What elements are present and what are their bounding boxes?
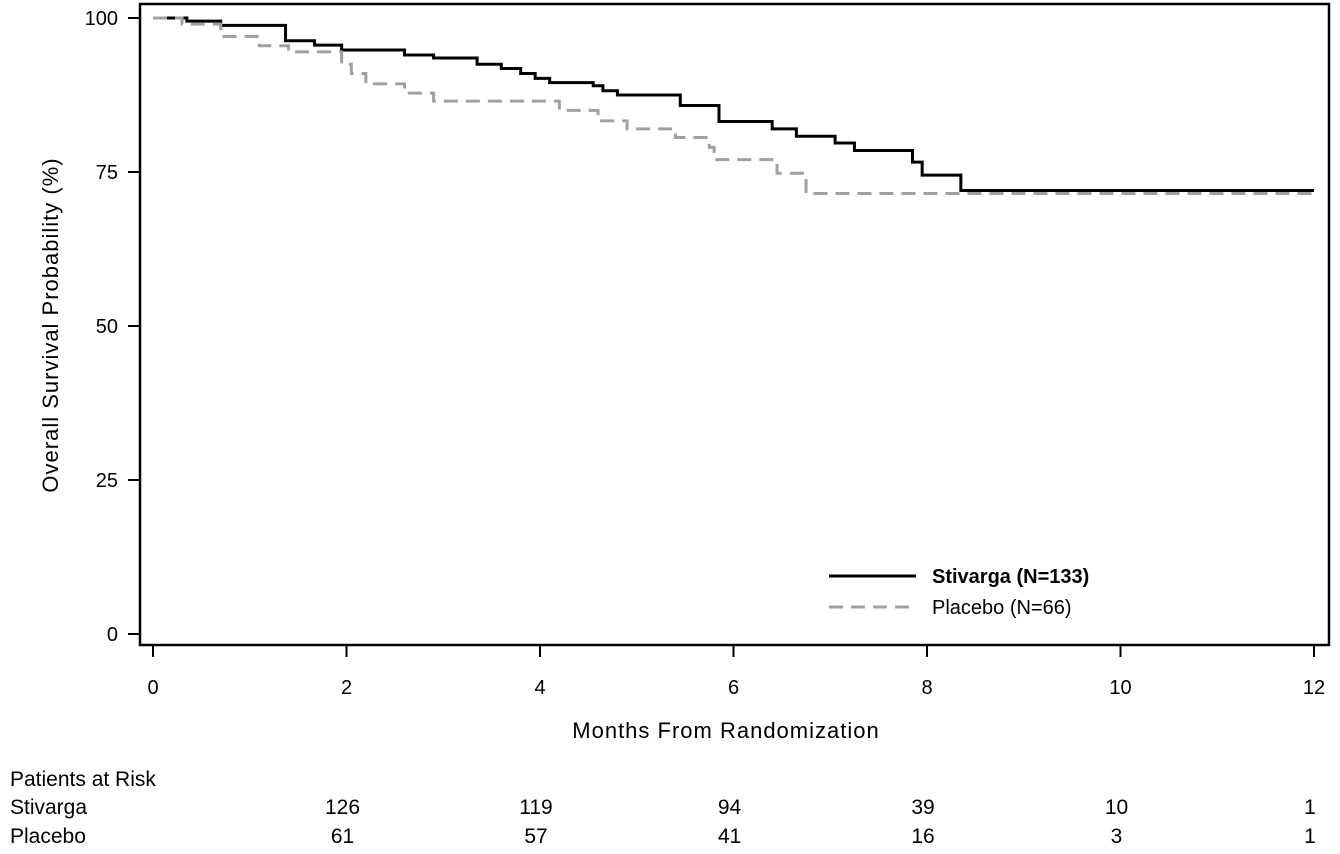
y-tick-label: 25 [96,470,118,492]
y-tick-label: 0 [107,624,118,646]
series-group [153,16,1314,196]
y-tick-label: 50 [96,316,118,338]
y-tick-label: 75 [96,162,118,184]
risk-value: 126 [325,796,360,819]
x-tick-label: 10 [1109,677,1131,699]
x-tick-label: 6 [728,677,739,699]
x-axis-title: Months From Randomization [572,718,879,743]
risk-value: 94 [718,796,742,819]
risk-value: 16 [911,825,934,848]
y-tick-label: 100 [85,8,118,30]
risk-values: 126 119 94 39 10 1 61 57 41 16 3 1 [325,796,1316,848]
risk-value: 119 [519,796,552,819]
x-axis: 0 2 4 6 8 10 12 [147,645,1325,699]
risk-value: 1 [1304,796,1316,819]
legend: Stivarga (N=133) Placebo (N=66) [829,566,1089,619]
risk-table: Patients at Risk Stivarga Placebo 126 119… [10,768,1316,848]
x-tick-label: 0 [147,677,158,699]
risk-value: 41 [718,825,741,848]
risk-row-label-stivarga: Stivarga [10,796,87,819]
risk-value: 57 [524,825,547,848]
x-tick-label: 12 [1303,677,1325,699]
risk-value: 1 [1304,825,1316,848]
risk-value: 39 [911,796,934,819]
risk-value: 3 [1111,825,1123,848]
x-tick-label: 8 [921,677,932,699]
x-tick-label: 4 [534,677,545,699]
series-line-stivarga [153,16,1314,192]
risk-value: 61 [331,825,354,848]
legend-label-stivarga: Stivarga (N=133) [932,566,1089,588]
x-tick-label: 2 [341,677,352,699]
risk-row-label-placebo: Placebo [10,825,86,848]
risk-table-title: Patients at Risk [10,768,156,791]
risk-value: 10 [1105,796,1128,819]
plot-frame [138,2,1331,647]
legend-label-placebo: Placebo (N=66) [932,597,1072,619]
y-axis: 0 25 50 75 100 [85,8,140,646]
y-axis-title: Overall Survival Probability (%) [38,157,63,492]
series-line-placebo [153,16,1314,196]
